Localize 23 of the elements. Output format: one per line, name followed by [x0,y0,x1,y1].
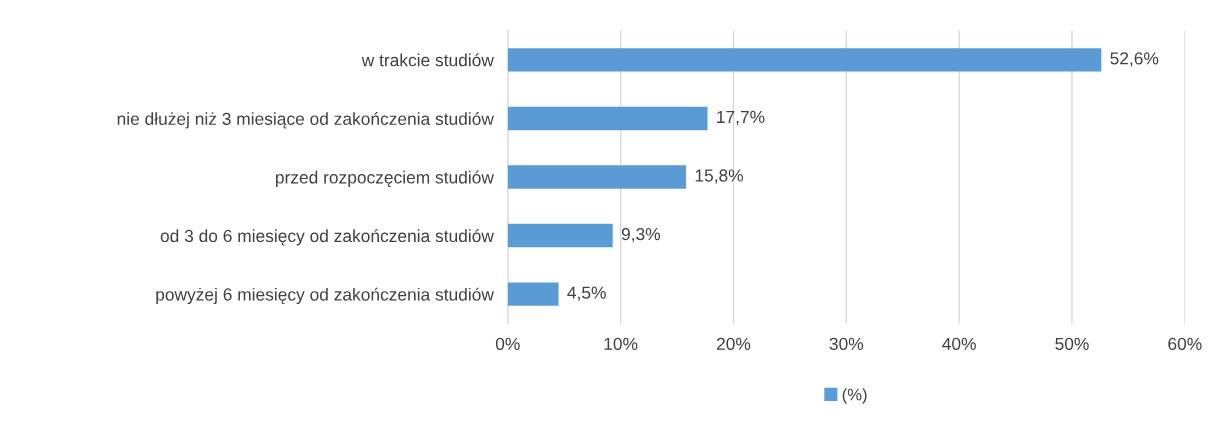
x-tick-label: 20% [716,337,751,351]
data-label: 17,7% [717,110,765,126]
bar [507,165,687,189]
x-tick-label: 0% [495,337,520,351]
data-label: 15,8% [695,169,744,184]
y-tick-label: w trakcie studiów [361,53,494,67]
y-tick-label: przed rozpoczęciem studiów [275,170,494,187]
data-label: 4,5% [567,286,606,301]
y-tick-label: powyżej 6 miesięcy od zakończenia studiów [156,287,494,305]
x-tick-label: 60% [1168,337,1202,351]
bar [507,48,1102,72]
x-tick-label: 40% [942,337,976,351]
y-tick-label: od 3 do 6 miesięcy od zakończenia studiów [160,229,494,246]
x-tick-label: 30% [829,337,864,351]
data-label: 9,3% [621,227,661,243]
legend-label: (%) [842,388,867,404]
x-tick-label: 50% [1055,337,1089,351]
y-tick-label: nie dłużej niż 3 miesiące od zakończenia studiów [117,112,494,129]
bar [507,282,559,306]
data-label: 52,6% [1110,52,1159,67]
bar [507,106,708,131]
x-tick-label: 10% [604,337,638,351]
bar [507,223,613,248]
